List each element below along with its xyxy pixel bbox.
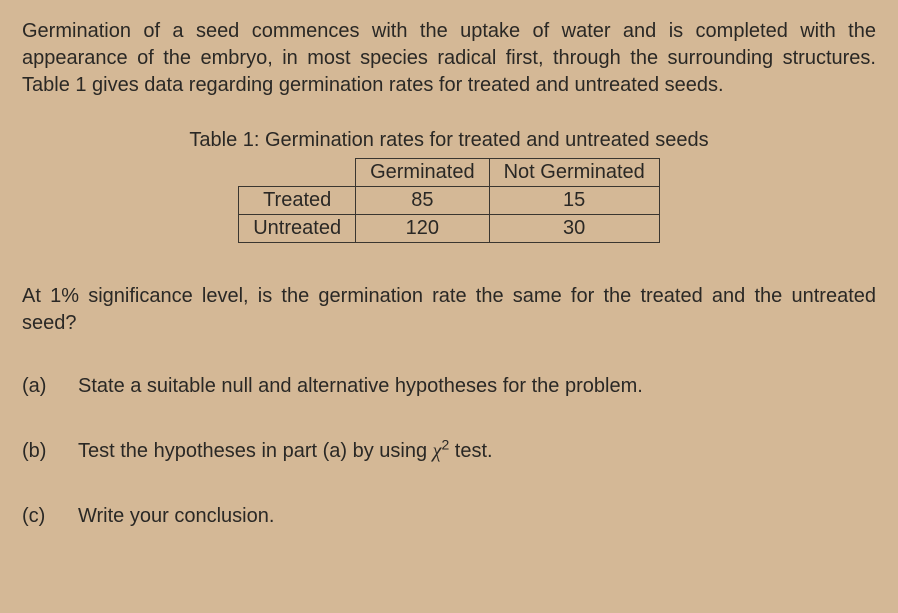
part-label: (a) [22,375,78,398]
table-header-cell: Germinated [356,159,490,187]
table-cell: 120 [356,215,490,243]
table-header-cell: Not Germinated [489,159,659,187]
germination-table: Germinated Not Germinated Treated 85 15 … [238,158,660,243]
table-cell: 30 [489,215,659,243]
part-a: (a) State a suitable null and alternativ… [22,375,876,398]
table-row-label: Treated [239,187,356,215]
table-row-label: Untreated [239,215,356,243]
intro-paragraph: Germination of a seed commences with the… [22,18,876,99]
part-body: State a suitable null and alternative hy… [78,375,876,398]
part-b: (b) Test the hypotheses in part (a) by u… [22,440,876,463]
table-row: Treated 85 15 [239,187,660,215]
part-body: Test the hypotheses in part (a) by using… [78,440,876,463]
part-label: (b) [22,440,78,463]
table-corner-cell [239,159,356,187]
table-cell: 85 [356,187,490,215]
part-b-suffix: test. [449,440,492,462]
table-block: Table 1: Germination rates for treated a… [22,129,876,243]
part-body: Write your conclusion. [78,505,876,528]
table-header-row: Germinated Not Germinated [239,159,660,187]
table-caption: Table 1: Germination rates for treated a… [22,129,876,152]
part-c: (c) Write your conclusion. [22,505,876,528]
table-cell: 15 [489,187,659,215]
part-b-prefix: Test the hypotheses in part (a) by using [78,440,433,462]
part-label: (c) [22,505,78,528]
table-row: Untreated 120 30 [239,215,660,243]
question-text: At 1% significance level, is the germina… [22,283,876,337]
